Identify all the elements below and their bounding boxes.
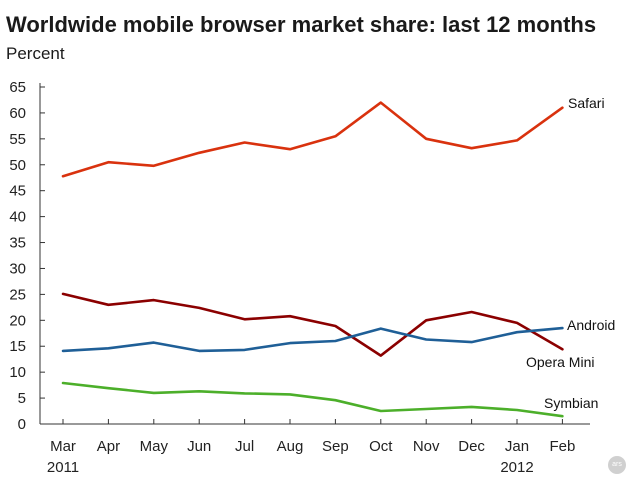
y-tick-label: 50 <box>9 157 26 174</box>
y-tick-label: 15 <box>9 338 26 355</box>
series-label-safari: Safari <box>568 95 605 111</box>
y-tick-label: 25 <box>9 286 26 303</box>
x-year-label: 2011 <box>47 459 79 476</box>
axes: 0 5 10 15 20 25 30 35 40 45 50 55 60 65 Mar Apr May Jun Ju… <box>9 79 590 476</box>
y-tick-label: 45 <box>9 183 26 200</box>
y-tick-label: 0 <box>18 416 26 433</box>
x-tick-label: Mar <box>50 438 76 455</box>
ars-logo-icon: ars <box>608 456 626 474</box>
x-tick-label: Jul <box>235 438 254 455</box>
chart-title: Worldwide mobile browser market share: l… <box>6 12 597 37</box>
chart-subtitle: Percent <box>6 44 65 63</box>
series-label-symbian: Symbian <box>544 395 598 411</box>
y-tick-label: 40 <box>9 209 26 226</box>
y-tick-label: 10 <box>9 364 26 381</box>
y-tick-label: 35 <box>9 235 26 252</box>
y-tick-label: 30 <box>9 260 26 277</box>
x-tick-label: Sep <box>322 438 349 455</box>
series-labels: Safari Android Opera Mini Symbian <box>526 95 615 411</box>
series-line-safari <box>61 101 564 178</box>
x-tick-label: Jun <box>187 438 211 455</box>
x-tick-label: May <box>140 438 169 455</box>
y-tick-label: 55 <box>9 131 26 148</box>
y-tick-label: 20 <box>9 312 26 329</box>
series-line-android <box>61 326 564 353</box>
x-tick-label: Oct <box>369 438 393 455</box>
series-label-android: Android <box>567 317 615 333</box>
x-tick-label: Aug <box>277 438 304 455</box>
x-tick-label: Dec <box>458 438 485 455</box>
y-tick-label: 65 <box>9 79 26 96</box>
y-tick-label: 5 <box>18 390 26 407</box>
x-year-label: 2012 <box>500 459 533 476</box>
series-lines <box>61 101 564 418</box>
series-label-opera-mini: Opera Mini <box>526 354 594 370</box>
x-tick-label: Apr <box>97 438 120 455</box>
x-tick-label: Nov <box>413 438 440 455</box>
x-tick-label: Jan <box>505 438 529 455</box>
series-line-symbian <box>61 381 564 418</box>
y-tick-label: 60 <box>9 105 26 122</box>
x-tick-label: Feb <box>549 438 575 455</box>
series-line-opera-mini <box>61 292 564 357</box>
